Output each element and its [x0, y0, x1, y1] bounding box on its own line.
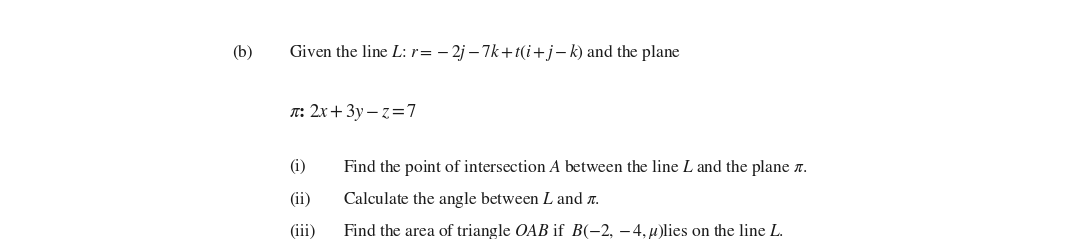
Text: Find the area of triangle $OAB$ if  $B(-2,-4,\mu)$lies on the line $L$.: Find the area of triangle $OAB$ if $B(-2…	[343, 221, 784, 239]
Text: Calculate the angle between $L$ and $\pi$.: Calculate the angle between $L$ and $\pi…	[343, 189, 600, 210]
Text: $\pi$: $2x + 3y - z = 7$: $\pi$: $2x + 3y - z = 7$	[289, 102, 418, 123]
Text: Find the point of intersection $A$ between the line $L$ and the plane $\pi$.: Find the point of intersection $A$ betwe…	[343, 157, 808, 178]
Text: Given the line $\mathit{L}$: $\mathit{r} = -2\mathit{j} - 7\mathit{k} + t(\mathi: Given the line $\mathit{L}$: $\mathit{r}…	[289, 42, 681, 63]
Text: (ii): (ii)	[289, 191, 311, 208]
Text: (i): (i)	[289, 159, 306, 175]
Text: (b): (b)	[232, 44, 253, 61]
Text: (iii): (iii)	[289, 224, 315, 239]
